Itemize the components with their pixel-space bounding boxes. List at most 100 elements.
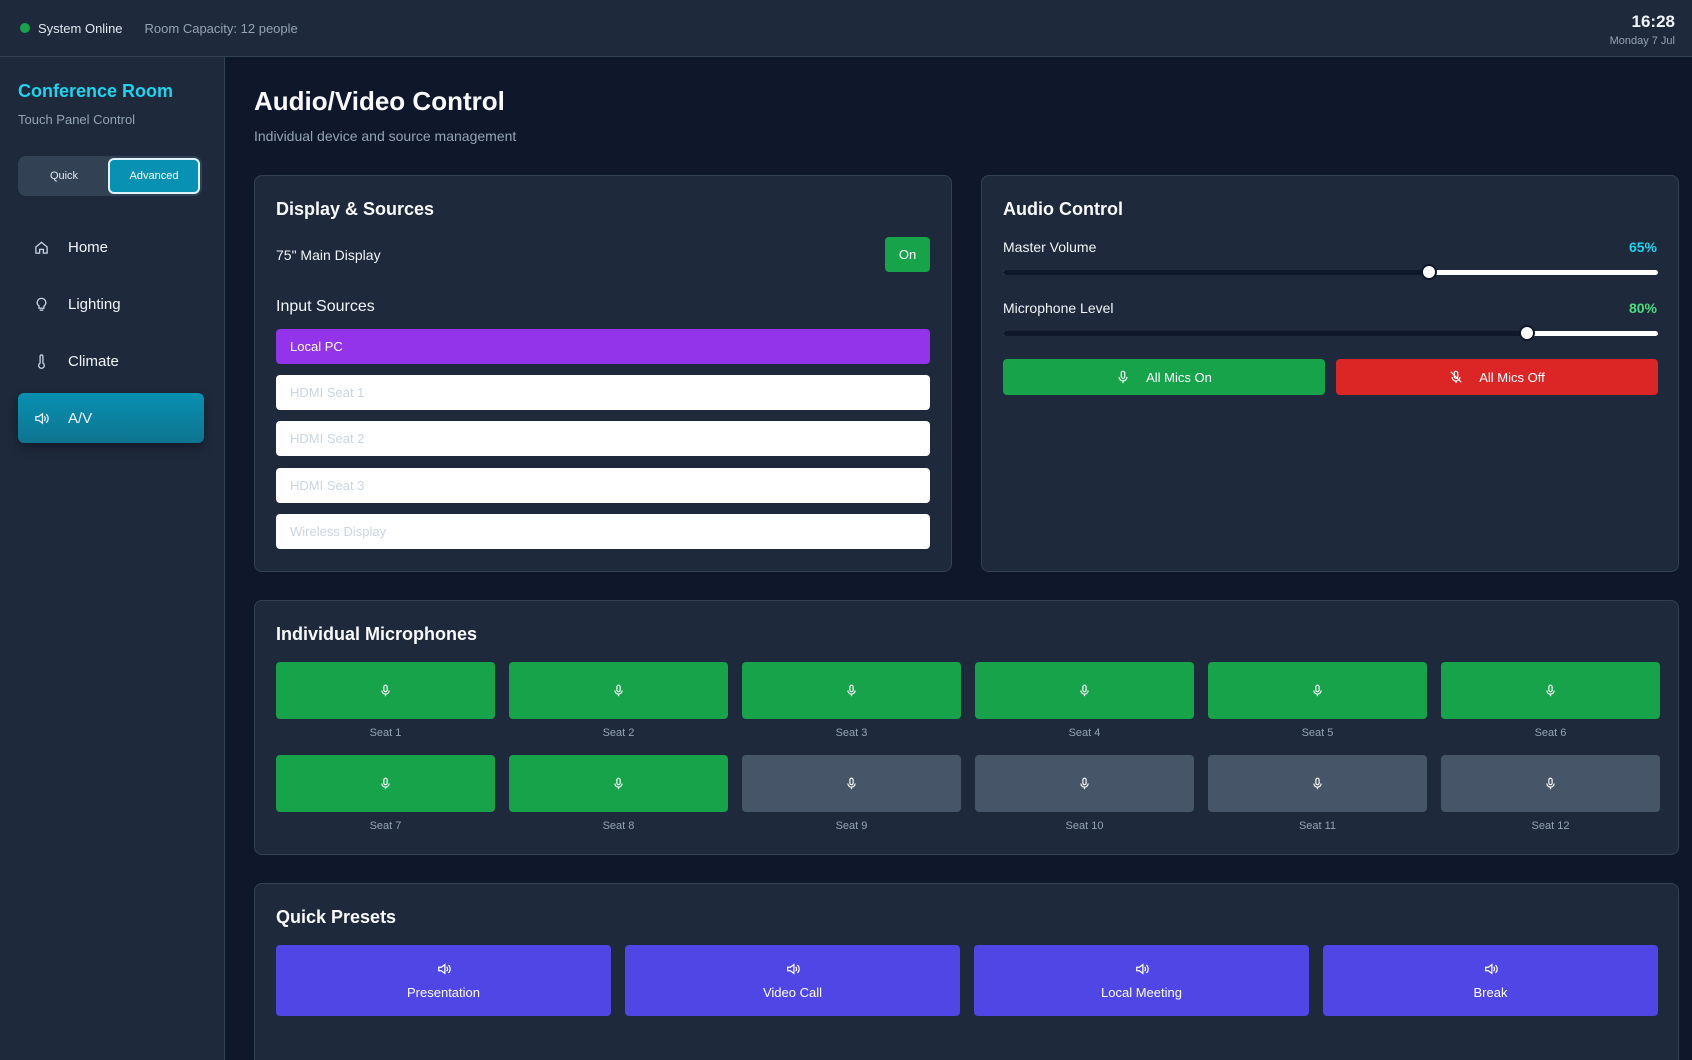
source-local-pc[interactable]: Local PC [276, 329, 930, 364]
microphone-icon [1118, 370, 1128, 384]
all-mics-on-label: All Mics On [1146, 369, 1212, 385]
mic-seat-label: Seat 9 [835, 820, 868, 832]
preset-local-meeting-button[interactable]: Local Meeting [974, 945, 1309, 1016]
mic-toggle-button[interactable] [276, 755, 495, 812]
clock-date: Monday 7 Jul [1609, 35, 1675, 47]
sidebar-item-av[interactable]: A/V [18, 393, 204, 443]
microphone-icon [381, 684, 390, 697]
mic-toggle-button[interactable] [742, 662, 961, 719]
mic-seat-8: Seat 8 [509, 755, 728, 832]
master-volume-slider[interactable] [1003, 264, 1658, 280]
mic-seat-6: Seat 6 [1441, 662, 1660, 739]
quick-presets-panel: Quick Presets Presentation Video Call Lo… [254, 883, 1679, 1060]
source-hdmi-seat-2[interactable]: HDMI Seat 2 [276, 421, 930, 456]
sidebar-item-home[interactable]: Home [18, 222, 204, 272]
mic-seat-label: Seat 6 [1534, 727, 1567, 739]
preset-label: Local Meeting [1101, 984, 1182, 1000]
all-mics-off-button[interactable]: All Mics Off [1336, 359, 1658, 395]
slider-thumb[interactable] [1519, 325, 1535, 341]
mic-toggle-button[interactable] [975, 755, 1194, 812]
microphone-icon [1080, 684, 1089, 697]
sidebar-item-lighting[interactable]: Lighting [18, 279, 204, 329]
mic-toggle-button[interactable] [975, 662, 1194, 719]
sidebar-nav: Home Lighting Climate A/V [18, 222, 204, 450]
display-power-button[interactable]: On [885, 237, 930, 272]
preset-video-call-button[interactable]: Video Call [625, 945, 960, 1016]
mic-seat-label: Seat 12 [1531, 820, 1570, 832]
room-title: Conference Room [18, 81, 174, 101]
mode-advanced-button[interactable]: Advanced [108, 158, 200, 194]
microphone-icon [1546, 777, 1555, 790]
mic-toggle-button[interactable] [1441, 755, 1660, 812]
microphone-icon [1546, 684, 1555, 697]
slider-fill [1003, 331, 1527, 336]
microphone-icon [381, 777, 390, 790]
mic-toggle-button[interactable] [1208, 662, 1427, 719]
microphone-icon [1080, 777, 1089, 790]
clock: 16:28 Monday 7 Jul [1610, 12, 1675, 47]
mic-seat-2: Seat 2 [509, 662, 728, 739]
thermometer-icon [33, 353, 49, 369]
microphone-icon [1313, 684, 1322, 697]
clock-time: 16:28 [1631, 12, 1675, 31]
mic-seat-4: Seat 4 [975, 662, 1194, 739]
mic-seat-1: Seat 1 [276, 662, 495, 739]
speaker-icon [437, 962, 451, 975]
preset-presentation-button[interactable]: Presentation [276, 945, 611, 1016]
speaker-icon [33, 410, 49, 426]
slider-thumb[interactable] [1420, 264, 1437, 280]
mic-seat-7: Seat 7 [276, 755, 495, 832]
status-indicator-dot [20, 23, 30, 33]
lightbulb-icon [33, 296, 49, 312]
mic-seat-11: Seat 11 [1208, 755, 1427, 832]
microphone-icon [847, 777, 856, 790]
source-hdmi-seat-1[interactable]: HDMI Seat 1 [276, 375, 930, 410]
mode-quick-button[interactable]: Quick [49, 170, 79, 182]
microphone-level-slider[interactable] [1003, 325, 1658, 341]
mic-toggle-button[interactable] [1441, 662, 1660, 719]
microphone-icon [847, 684, 856, 697]
mic-seat-12: Seat 12 [1441, 755, 1660, 832]
all-mics-off-label: All Mics Off [1479, 369, 1545, 385]
mic-seat-10: Seat 10 [975, 755, 1194, 832]
sidebar-item-label: Lighting [68, 295, 121, 313]
panel-title: Display & Sources [276, 199, 435, 219]
microphone-off-icon [1450, 370, 1462, 384]
speaker-icon [786, 962, 800, 975]
source-hdmi-seat-3[interactable]: HDMI Seat 3 [276, 468, 930, 503]
mic-seat-3: Seat 3 [742, 662, 961, 739]
mic-toggle-button[interactable] [509, 755, 728, 812]
individual-microphones-panel: Individual Microphones Seat 1 Seat 2 Seat … [254, 600, 1679, 855]
mic-toggle-button[interactable] [276, 662, 495, 719]
display-sources-panel: Display & Sources 75" Main Display On In… [254, 175, 952, 572]
mic-seat-label: Seat 7 [369, 820, 402, 832]
sidebar: Conference Room Touch Panel Control Quic… [0, 57, 225, 1060]
mic-seat-label: Seat 10 [1065, 820, 1104, 832]
mic-seat-label: Seat 8 [602, 820, 635, 832]
preset-label: Video Call [762, 984, 823, 1000]
mode-switch: Quick Advanced [18, 156, 202, 196]
microphone-icon [1313, 777, 1322, 790]
source-wireless-display[interactable]: Wireless Display [276, 514, 930, 549]
mic-seat-label: Seat 5 [1301, 727, 1334, 739]
speaker-icon [1484, 962, 1498, 975]
input-sources-heading: Input Sources [276, 298, 375, 315]
master-volume-value: 65% [1628, 239, 1657, 255]
mic-seat-5: Seat 5 [1208, 662, 1427, 739]
mic-seat-label: Seat 1 [369, 727, 402, 739]
room-subtitle: Touch Panel Control [18, 112, 136, 127]
mic-seat-label: Seat 4 [1068, 727, 1101, 739]
sidebar-item-label: A/V [68, 409, 93, 427]
microphone-icon [614, 777, 623, 790]
mic-toggle-button[interactable] [509, 662, 728, 719]
all-mics-on-button[interactable]: All Mics On [1003, 359, 1325, 395]
mic-toggle-button[interactable] [742, 755, 961, 812]
sidebar-item-label: Climate [68, 352, 119, 370]
sidebar-item-climate[interactable]: Climate [18, 336, 204, 386]
panel-title: Individual Microphones [276, 624, 478, 644]
mic-toggle-button[interactable] [1208, 755, 1427, 812]
preset-break-button[interactable]: Break [1323, 945, 1658, 1016]
master-volume-label: Master Volume [1003, 239, 1097, 255]
page-title: Audio/Video Control [254, 86, 505, 116]
audio-control-panel: Audio Control Master Volume 65% Micropho… [981, 175, 1679, 572]
